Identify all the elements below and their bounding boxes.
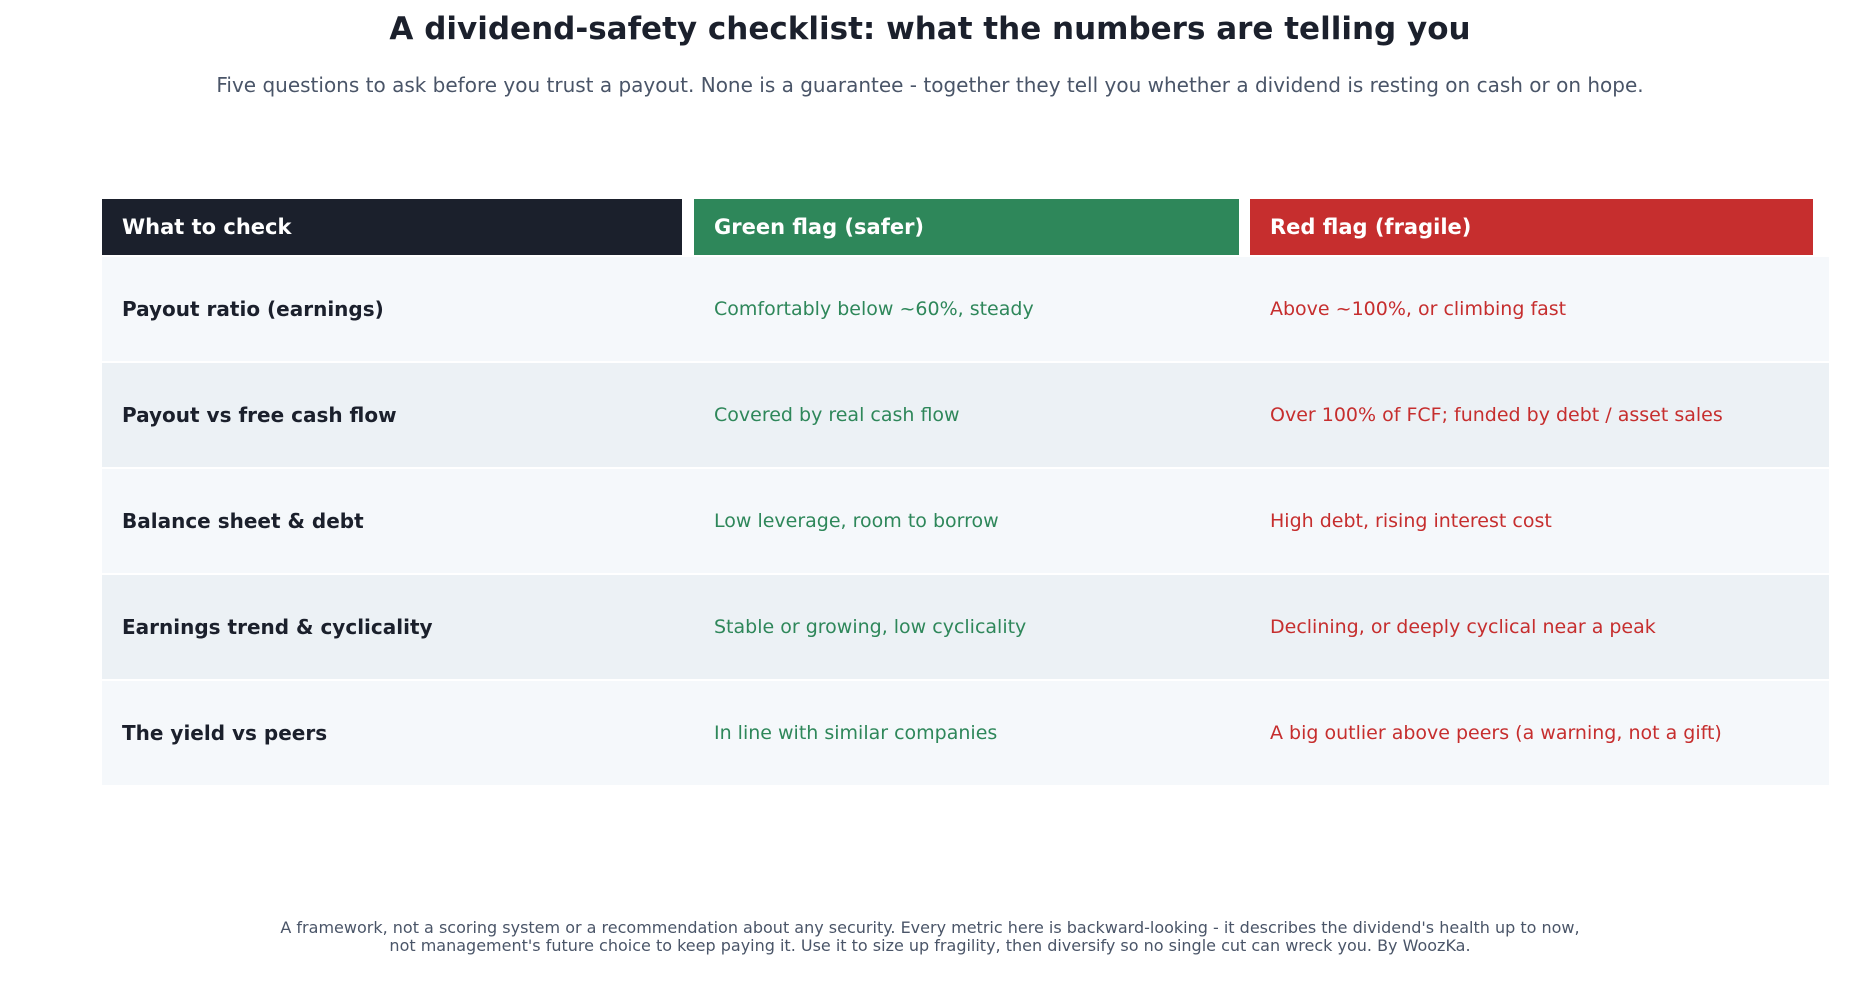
header-what-to-check: What to check	[102, 199, 682, 255]
red-flag-cell: Over 100% of FCF; funded by debt / asset…	[1270, 404, 1723, 426]
table-header-row: What to check Green flag (safer) Red fla…	[102, 199, 1829, 255]
table-row: Balance sheet & debt Low leverage, room …	[102, 469, 1829, 573]
green-flag-cell: Low leverage, room to borrow	[714, 510, 999, 532]
check-cell: Payout ratio (earnings)	[122, 297, 384, 321]
table-row: Payout vs free cash flow Covered by real…	[102, 363, 1829, 467]
footer-note: A framework, not a scoring system or a r…	[0, 919, 1860, 955]
table-row: The yield vs peers In line with similar …	[102, 681, 1829, 785]
red-flag-cell: Above ~100%, or climbing fast	[1270, 298, 1567, 320]
table-body: Payout ratio (earnings) Comfortably belo…	[102, 257, 1829, 785]
table-row: Payout ratio (earnings) Comfortably belo…	[102, 257, 1829, 361]
green-flag-cell: In line with similar companies	[714, 722, 998, 744]
check-cell: Balance sheet & debt	[122, 509, 364, 533]
check-cell: Payout vs free cash flow	[122, 403, 397, 427]
check-cell: The yield vs peers	[122, 721, 328, 745]
check-cell: Earnings trend & cyclicality	[122, 615, 433, 639]
red-flag-cell: High debt, rising interest cost	[1270, 510, 1552, 532]
header-red-flag: Red flag (fragile)	[1250, 199, 1813, 255]
red-flag-cell: Declining, or deeply cyclical near a pea…	[1270, 616, 1656, 638]
checklist-table: What to check Green flag (safer) Red fla…	[102, 199, 1829, 785]
page-title: A dividend-safety checklist: what the nu…	[389, 11, 1471, 47]
green-flag-cell: Stable or growing, low cyclicality	[714, 616, 1027, 638]
green-flag-cell: Comfortably below ~60%, steady	[714, 298, 1034, 320]
red-flag-cell: A big outlier above peers (a warning, no…	[1270, 722, 1722, 744]
header-green-flag: Green flag (safer)	[694, 199, 1239, 255]
footer-line-1: A framework, not a scoring system or a r…	[280, 918, 1580, 937]
page-subtitle: Five questions to ask before you trust a…	[216, 73, 1644, 97]
green-flag-cell: Covered by real cash flow	[714, 404, 960, 426]
table-row: Earnings trend & cyclicality Stable or g…	[102, 575, 1829, 679]
footer-line-2: not management's future choice to keep p…	[389, 936, 1471, 955]
